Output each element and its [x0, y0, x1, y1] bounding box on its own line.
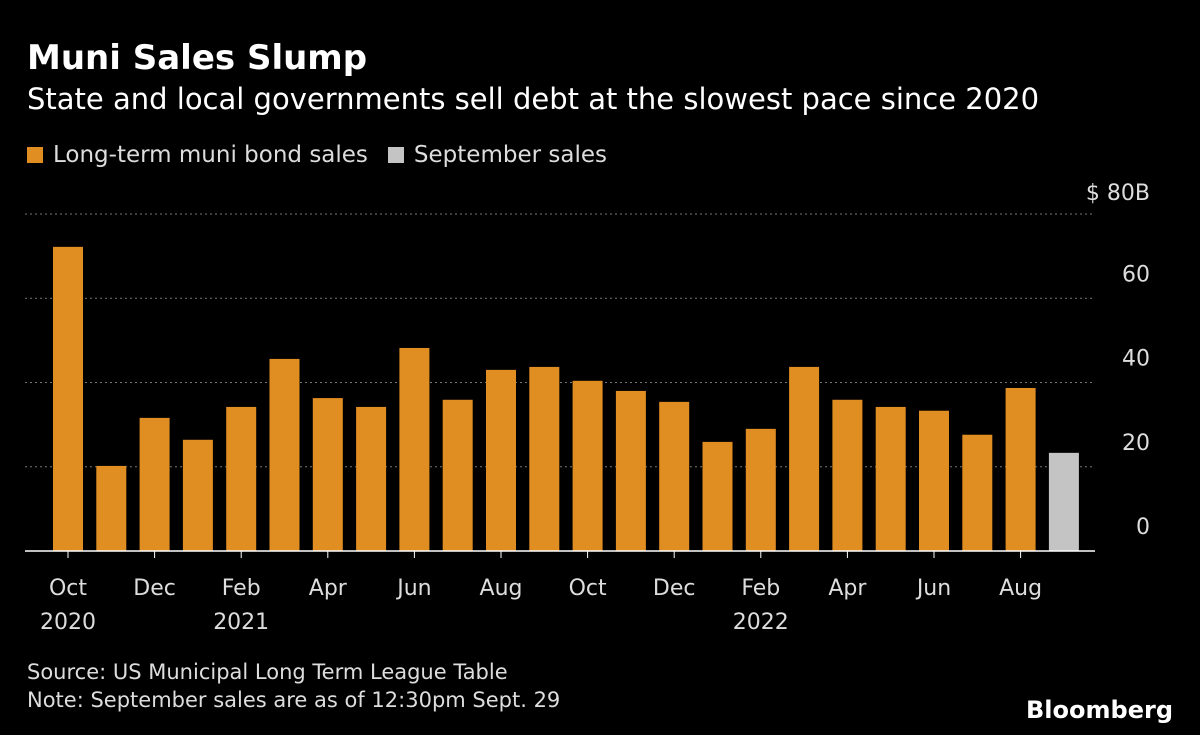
bloomberg-logo: Bloomberg: [1026, 696, 1173, 724]
x-tick-label: Dec: [133, 576, 176, 601]
bar: [312, 398, 343, 551]
bar: [659, 401, 690, 551]
bar: [962, 434, 993, 551]
x-tick-label: Jun: [395, 576, 431, 601]
bar: [702, 441, 733, 551]
x-tick-label: Oct: [49, 576, 87, 601]
bar: [1005, 387, 1036, 551]
y-tick-label: $ 80B: [1086, 181, 1150, 206]
bar: [139, 417, 170, 551]
y-tick-label: 20: [1122, 431, 1150, 456]
y-tick-label: 60: [1122, 262, 1150, 287]
y-tick-label: 40: [1122, 347, 1150, 372]
legend: Long-term muni bond sales September sale…: [27, 142, 627, 168]
bar: [572, 380, 603, 551]
x-tick-label: Oct: [569, 576, 607, 601]
bar: [182, 439, 213, 551]
x-tick-label: Aug: [999, 576, 1042, 601]
x-tick-label: Dec: [653, 576, 696, 601]
chart-title: Muni Sales Slump: [27, 38, 368, 78]
x-tick-label: Feb: [222, 576, 261, 601]
legend-label-september: September sales: [413, 142, 607, 168]
x-tick-year: 2022: [733, 610, 789, 635]
bar: [269, 358, 300, 551]
bar: [96, 465, 127, 551]
y-tick-label: 0: [1136, 515, 1150, 540]
bar: [832, 399, 863, 551]
bar: [875, 406, 906, 551]
bar: [399, 347, 430, 551]
legend-label-main: Long-term muni bond sales: [53, 142, 368, 168]
x-tick-label: Feb: [741, 576, 780, 601]
bar: [442, 399, 473, 551]
chart-subtitle: State and local governments sell debt at…: [27, 82, 1040, 116]
bar: [226, 406, 257, 551]
bar: [53, 246, 83, 552]
legend-swatch-september: [387, 147, 404, 163]
bar: [745, 428, 776, 551]
x-tick-label: Jun: [915, 576, 951, 601]
bar: [529, 366, 560, 551]
bar: [919, 410, 949, 551]
source-note: Source: US Municipal Long Term League Ta…: [27, 660, 508, 684]
x-tick-year: 2021: [213, 610, 269, 635]
x-tick-label: Aug: [480, 576, 523, 601]
bar: [356, 406, 387, 551]
bar: [615, 390, 646, 551]
x-tick-year: 2020: [40, 610, 96, 635]
bar: [789, 366, 820, 551]
legend-swatch-main: [27, 147, 43, 163]
x-tick-label: Apr: [309, 576, 348, 601]
bar: [486, 369, 516, 551]
footnote: Note: September sales are as of 12:30pm …: [27, 688, 561, 712]
bar: [1048, 452, 1079, 551]
x-tick-label: Apr: [828, 576, 867, 601]
